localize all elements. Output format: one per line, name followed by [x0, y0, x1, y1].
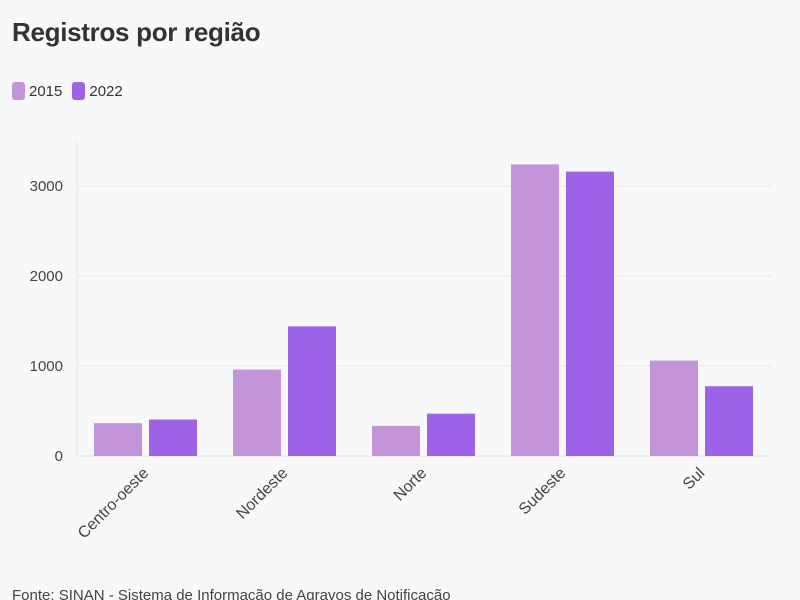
- y-tick-label: 3000: [30, 178, 63, 195]
- legend-item-2015[interactable]: 2015: [12, 82, 62, 100]
- chart-source: Fonte: SINAN - Sistema de Informação de …: [12, 587, 451, 600]
- bar-2015-sudeste[interactable]: [511, 164, 559, 456]
- bar-2015-sul[interactable]: [650, 360, 698, 456]
- x-tick-label: Sul: [680, 465, 708, 493]
- legend-swatch-2015: [12, 82, 25, 100]
- y-tick-label: 0: [55, 448, 63, 465]
- bar-2015-norte[interactable]: [372, 425, 420, 456]
- bar-2022-sudeste[interactable]: [566, 171, 614, 456]
- legend-label-2022: 2022: [89, 82, 123, 100]
- x-tick-label: Norte: [391, 465, 431, 505]
- x-tick-label: Sudeste: [516, 465, 570, 519]
- bar-2015-centro-oeste[interactable]: [94, 423, 142, 456]
- y-tick-label: 1000: [30, 358, 63, 375]
- chart-title: Registros por região: [12, 17, 261, 47]
- bar-2022-nordeste[interactable]: [288, 326, 336, 456]
- bar-2022-centro-oeste[interactable]: [149, 419, 197, 456]
- bar-2022-norte[interactable]: [427, 413, 475, 456]
- bar-2022-sul[interactable]: [705, 386, 753, 456]
- x-tick-label: Centro-oeste: [75, 465, 152, 542]
- bar-2015-nordeste[interactable]: [233, 369, 281, 456]
- legend-swatch-2022: [72, 82, 86, 100]
- chart-legend: 2015 2022: [12, 82, 123, 100]
- legend-item-2022[interactable]: 2022: [72, 82, 123, 100]
- y-tick-label: 2000: [30, 268, 63, 285]
- x-tick-label: Nordeste: [233, 465, 291, 523]
- legend-label-2015: 2015: [29, 82, 63, 100]
